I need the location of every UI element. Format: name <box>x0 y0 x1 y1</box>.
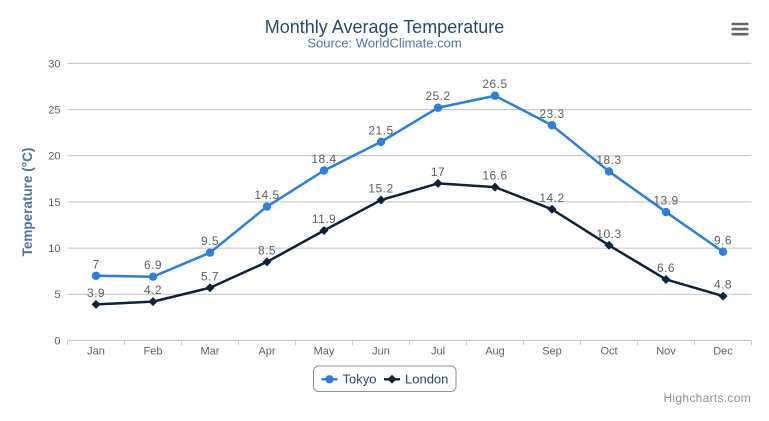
svg-text:16.6: 16.6 <box>482 169 507 183</box>
svg-text:6.9: 6.9 <box>144 258 162 272</box>
svg-text:20: 20 <box>48 151 60 163</box>
svg-text:21.5: 21.5 <box>368 123 393 137</box>
svg-text:7: 7 <box>92 257 99 271</box>
svg-text:9.6: 9.6 <box>714 233 732 247</box>
svg-text:0: 0 <box>54 335 60 347</box>
svg-text:Temperature (°C): Temperature (°C) <box>20 148 35 257</box>
svg-text:17: 17 <box>431 165 445 179</box>
svg-text:Oct: Oct <box>600 346 617 358</box>
svg-text:14.5: 14.5 <box>254 188 279 202</box>
svg-text:5: 5 <box>54 289 60 301</box>
svg-text:25: 25 <box>48 105 60 117</box>
svg-text:4.8: 4.8 <box>714 278 732 292</box>
svg-text:Nov: Nov <box>656 346 676 358</box>
svg-text:Aug: Aug <box>485 346 505 358</box>
svg-text:Dec: Dec <box>713 346 733 358</box>
svg-text:5.7: 5.7 <box>201 269 219 283</box>
svg-text:25.2: 25.2 <box>425 89 450 103</box>
svg-text:Jan: Jan <box>87 346 105 358</box>
svg-text:15: 15 <box>48 197 60 209</box>
svg-text:23.3: 23.3 <box>539 107 564 121</box>
svg-text:Jun: Jun <box>372 346 390 358</box>
svg-text:18.3: 18.3 <box>596 153 621 167</box>
svg-text:4.2: 4.2 <box>144 283 162 297</box>
svg-text:13.9: 13.9 <box>653 194 678 208</box>
svg-text:Monthly Average Temperature: Monthly Average Temperature <box>265 17 504 37</box>
svg-text:30: 30 <box>48 58 60 70</box>
svg-text:11.9: 11.9 <box>312 212 336 226</box>
svg-text:Sep: Sep <box>542 346 562 358</box>
svg-text:10.3: 10.3 <box>596 227 621 241</box>
svg-text:Feb: Feb <box>144 346 163 358</box>
svg-text:Highcharts.com: Highcharts.com <box>663 391 751 405</box>
svg-text:3.9: 3.9 <box>87 286 105 300</box>
svg-text:18.4: 18.4 <box>311 152 336 166</box>
svg-text:Jul: Jul <box>431 346 445 358</box>
svg-text:Tokyo: Tokyo <box>343 372 377 387</box>
svg-text:Source: WorldClimate.com: Source: WorldClimate.com <box>307 36 461 51</box>
svg-text:8.5: 8.5 <box>258 243 276 257</box>
svg-text:9.5: 9.5 <box>201 234 219 248</box>
svg-text:6.6: 6.6 <box>657 261 675 275</box>
svg-text:14.2: 14.2 <box>539 191 564 205</box>
svg-text:10: 10 <box>48 243 60 255</box>
svg-text:May: May <box>314 346 335 358</box>
svg-text:Mar: Mar <box>201 346 220 358</box>
svg-text:26.5: 26.5 <box>482 77 507 91</box>
svg-text:London: London <box>405 372 448 387</box>
svg-text:Apr: Apr <box>258 346 275 358</box>
svg-text:15.2: 15.2 <box>368 182 393 196</box>
